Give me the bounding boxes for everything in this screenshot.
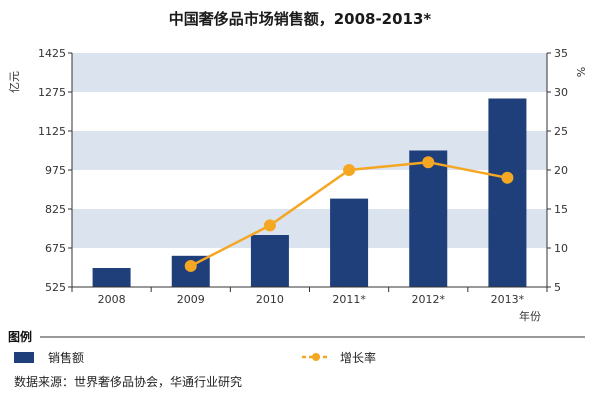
left-axis-ticks: 525 675 825 975 1125 1275 1425: [38, 47, 72, 294]
chart-title: 中国奢侈品市场销售额，2008-2013*: [169, 10, 432, 28]
grid-band: [72, 209, 547, 248]
right-tick-label: 10: [554, 242, 568, 255]
left-tick-label: 525: [45, 281, 66, 294]
right-tick-label: 15: [554, 203, 568, 216]
bars: [92, 98, 527, 287]
growth-point: [422, 156, 435, 169]
bar: [330, 198, 369, 287]
growth-point: [343, 164, 356, 176]
growth-line: [184, 156, 514, 272]
x-axis-ticks: 2008 2009 2010 2011* 2012* 2013*: [71, 287, 548, 306]
bar: [409, 150, 448, 287]
growth-point: [501, 171, 514, 184]
x-tick-label: 2013*: [491, 293, 525, 306]
legend-bar-swatch: [14, 352, 34, 363]
right-axis-unit: %: [574, 67, 587, 77]
right-axis-ticks: 5 10 15 20 25 30 35: [547, 47, 568, 294]
left-tick-label: 825: [45, 203, 66, 216]
left-tick-label: 1275: [38, 86, 66, 99]
x-tick-label: 2010: [256, 293, 284, 306]
bar: [488, 98, 527, 287]
left-tick-label: 675: [45, 242, 66, 255]
x-tick-label: 2009: [177, 293, 205, 306]
bar: [250, 235, 289, 287]
grid-band: [72, 53, 547, 92]
left-axis-unit: 亿元: [8, 71, 21, 93]
grid-bands: [72, 53, 547, 248]
left-tick-label: 975: [45, 164, 66, 177]
legend-line-label: 增长率: [340, 350, 376, 365]
right-tick-label: 35: [554, 47, 568, 60]
bar: [92, 268, 131, 287]
grid-band: [72, 131, 547, 170]
right-tick-label: 30: [554, 86, 568, 99]
x-tick-label: 2012*: [412, 293, 446, 306]
legend-heading: 图例: [8, 329, 32, 344]
right-tick-label: 5: [554, 281, 561, 294]
x-tick-label: 2011*: [332, 293, 366, 306]
x-axis-title: 年份: [519, 309, 541, 323]
growth-point: [263, 219, 276, 232]
right-tick-label: 25: [554, 125, 568, 138]
x-tick-label: 2008: [98, 293, 126, 306]
right-tick-label: 20: [554, 164, 568, 177]
legend-line-marker: [312, 353, 320, 361]
growth-point: [184, 259, 197, 272]
source-note: 数据来源：世界奢侈品协会，华通行业研究: [14, 374, 242, 389]
left-tick-label: 1125: [38, 125, 66, 138]
left-tick-label: 1425: [38, 47, 66, 60]
legend-bar-label: 销售额: [48, 350, 84, 365]
